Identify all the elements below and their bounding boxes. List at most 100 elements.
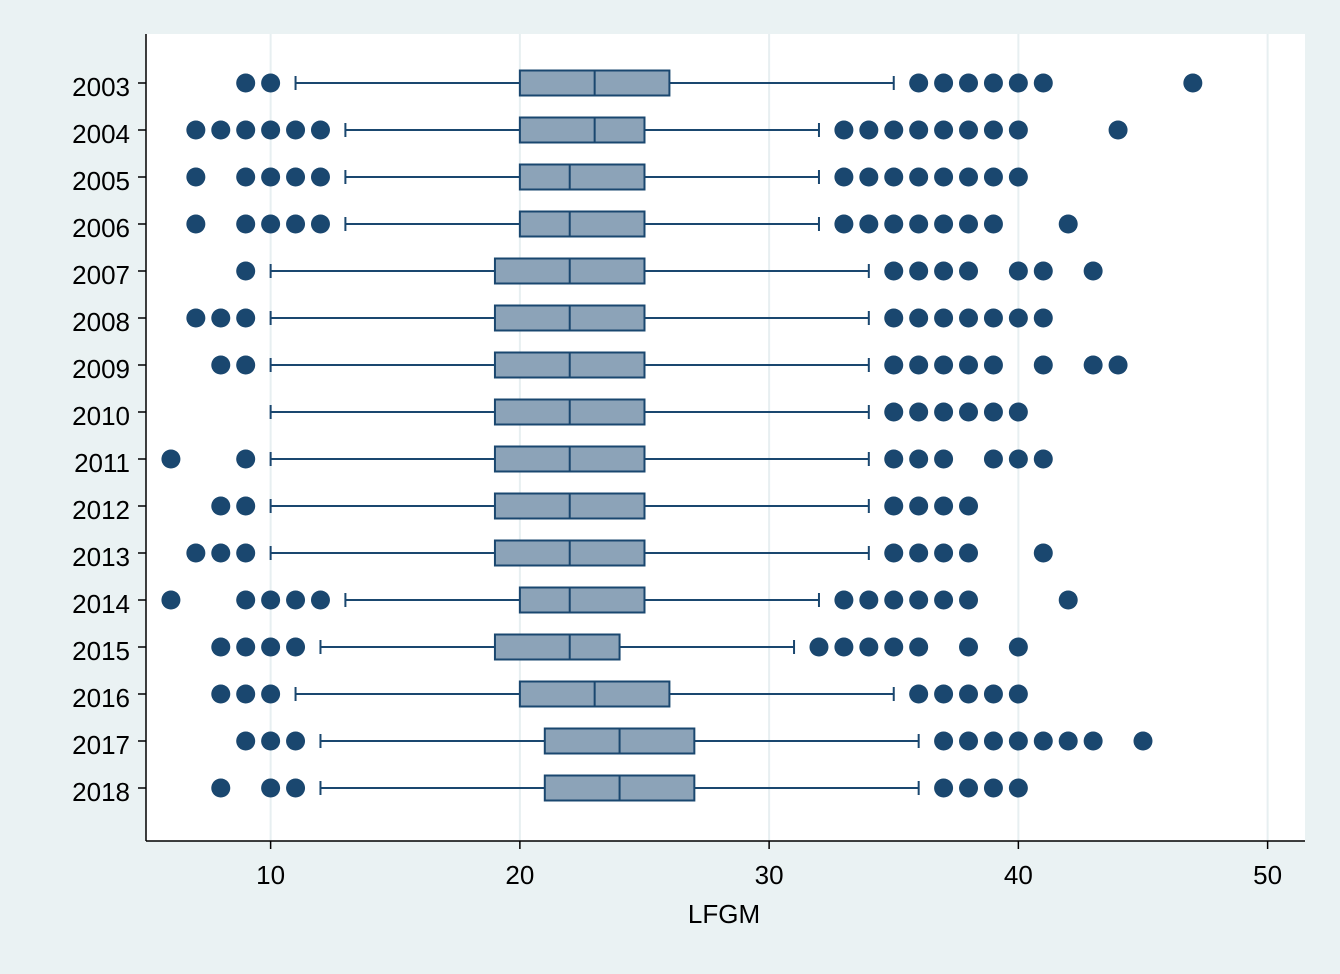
outlier-2018-4 (959, 778, 979, 798)
box-row-2016 (211, 680, 1028, 708)
outlier-2008-7 (983, 308, 1003, 328)
outlier-2009-1 (236, 355, 256, 375)
outlier-2004-14 (1108, 120, 1128, 140)
outlier-2013-6 (959, 543, 979, 563)
y-tick-label-2017: 2017 (72, 730, 130, 760)
outlier-2011-3 (909, 449, 929, 469)
outlier-2007-4 (959, 261, 979, 281)
y-tick-label-2006: 2006 (72, 213, 130, 243)
y-tick-label-2015: 2015 (72, 636, 130, 666)
outlier-2016-3 (909, 684, 929, 704)
y-tick-label-2013: 2013 (72, 542, 130, 572)
outlier-2003-3 (934, 73, 954, 93)
outlier-2016-4 (934, 684, 954, 704)
box-2005 (518, 163, 646, 191)
y-tick-label-2007: 2007 (72, 260, 130, 290)
outlier-2017-3 (934, 731, 954, 751)
box-row-2009 (211, 351, 1128, 379)
outlier-2016-7 (1008, 684, 1028, 704)
outlier-2003-7 (1033, 73, 1053, 93)
box-row-2003 (236, 69, 1203, 97)
outlier-2007-1 (884, 261, 904, 281)
outlier-2010-2 (934, 402, 954, 422)
outlier-2006-4 (310, 214, 330, 234)
outlier-2008-5 (934, 308, 954, 328)
outlier-2005-5 (834, 167, 854, 187)
x-tick-label-20: 20 (505, 860, 534, 890)
box-row-2008 (186, 304, 1053, 332)
outlier-2004-5 (310, 120, 330, 140)
outlier-2014-10 (959, 590, 979, 610)
outlier-2003-6 (1008, 73, 1028, 93)
outlier-2004-8 (884, 120, 904, 140)
outlier-2014-0 (161, 590, 181, 610)
outlier-2004-6 (834, 120, 854, 140)
box-row-2010 (269, 398, 1028, 426)
outlier-2017-10 (1133, 731, 1153, 751)
outlier-2003-0 (236, 73, 256, 93)
outlier-2009-3 (909, 355, 929, 375)
outlier-2007-2 (909, 261, 929, 281)
box-row-2007 (236, 257, 1103, 285)
outlier-2007-3 (934, 261, 954, 281)
outlier-2010-4 (983, 402, 1003, 422)
outlier-2014-1 (236, 590, 256, 610)
outlier-2015-1 (236, 637, 256, 657)
outlier-2004-3 (261, 120, 281, 140)
outlier-2011-4 (934, 449, 954, 469)
outlier-2013-3 (884, 543, 904, 563)
x-tick-label-10: 10 (256, 860, 285, 890)
box-row-2013 (186, 539, 1053, 567)
box-row-2018 (211, 774, 1028, 802)
outlier-2010-5 (1008, 402, 1028, 422)
outlier-2004-11 (959, 120, 979, 140)
outlier-2017-7 (1033, 731, 1053, 751)
outlier-2012-0 (211, 496, 231, 516)
box-row-2017 (236, 727, 1153, 755)
outlier-2018-6 (1008, 778, 1028, 798)
y-tick-label-2004: 2004 (72, 119, 130, 149)
outlier-2011-1 (236, 449, 256, 469)
outlier-2011-7 (1033, 449, 1053, 469)
outlier-2008-9 (1033, 308, 1053, 328)
outlier-2012-5 (959, 496, 979, 516)
outlier-2009-2 (884, 355, 904, 375)
outlier-2016-5 (959, 684, 979, 704)
outlier-2003-2 (909, 73, 929, 93)
outlier-2015-8 (909, 637, 929, 657)
outlier-2006-10 (959, 214, 979, 234)
outlier-2003-4 (959, 73, 979, 93)
outlier-2014-5 (834, 590, 854, 610)
outlier-2010-0 (884, 402, 904, 422)
outlier-2012-2 (884, 496, 904, 516)
outlier-2014-8 (909, 590, 929, 610)
outlier-2017-1 (261, 731, 281, 751)
outlier-2011-6 (1008, 449, 1028, 469)
outlier-2014-7 (884, 590, 904, 610)
outlier-2014-3 (286, 590, 306, 610)
outlier-2004-9 (909, 120, 929, 140)
outlier-2007-5 (1008, 261, 1028, 281)
outlier-2004-0 (186, 120, 206, 140)
x-axis-title: LFGM (688, 899, 760, 929)
outlier-2006-2 (261, 214, 281, 234)
outlier-2017-5 (983, 731, 1003, 751)
outlier-2004-2 (236, 120, 256, 140)
outlier-2008-8 (1008, 308, 1028, 328)
outlier-2018-3 (934, 778, 954, 798)
outlier-2015-9 (959, 637, 979, 657)
outlier-2006-8 (909, 214, 929, 234)
outlier-2009-8 (1083, 355, 1103, 375)
box-row-2012 (211, 492, 979, 520)
outlier-2015-4 (809, 637, 829, 657)
outlier-2016-1 (236, 684, 256, 704)
outlier-2010-3 (959, 402, 979, 422)
outlier-2015-0 (211, 637, 231, 657)
outlier-2008-2 (236, 308, 256, 328)
y-tick-label-2012: 2012 (72, 495, 130, 525)
outlier-2018-2 (286, 778, 306, 798)
outlier-2016-2 (261, 684, 281, 704)
outlier-2015-6 (859, 637, 879, 657)
outlier-2005-3 (286, 167, 306, 187)
